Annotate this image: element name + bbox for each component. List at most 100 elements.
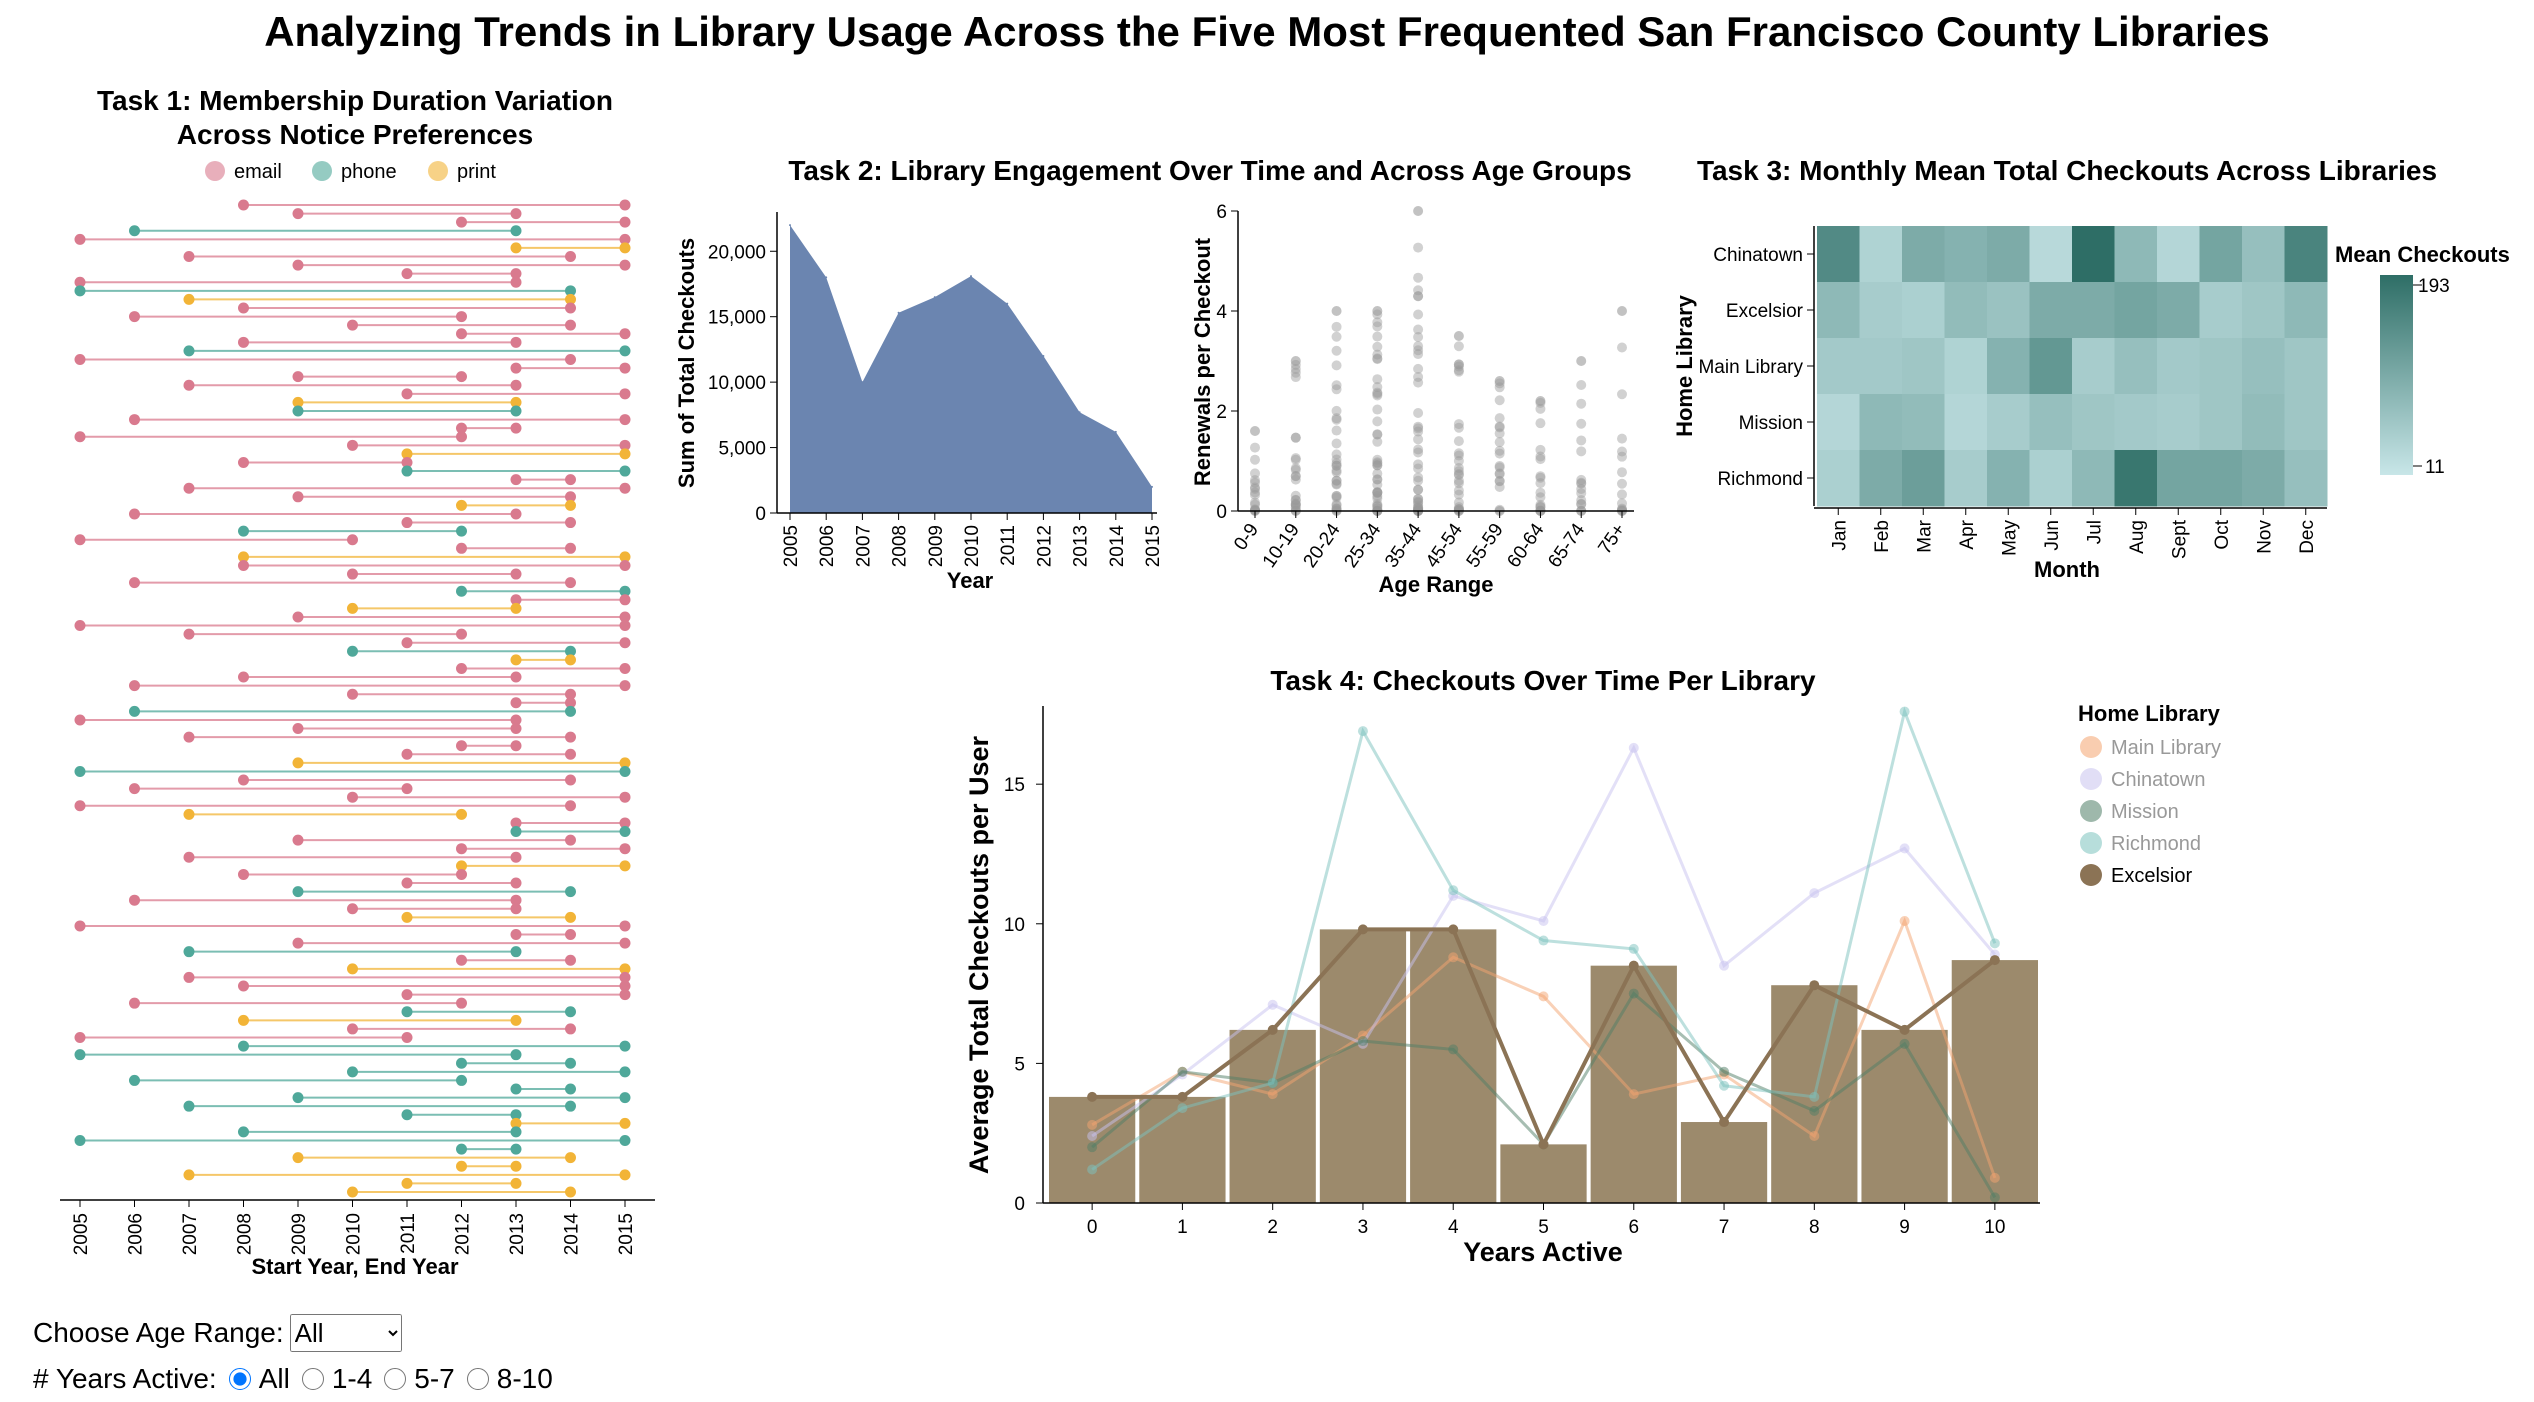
task4-point bbox=[1087, 1142, 1098, 1153]
scatter-point bbox=[1290, 432, 1301, 443]
dumbbell-end-point bbox=[565, 731, 576, 743]
scatter-point bbox=[1331, 449, 1342, 460]
dumbbell-end-point bbox=[510, 1126, 522, 1138]
scatter-point bbox=[1453, 359, 1464, 370]
dumbbell-end-point bbox=[619, 199, 631, 211]
task3-scale-min: 11 bbox=[2425, 457, 2445, 478]
dumbbell-end-point bbox=[619, 328, 631, 340]
task4-legend-label[interactable]: Chinatown bbox=[2111, 769, 2206, 791]
heatmap-cell bbox=[2199, 338, 2243, 395]
dumbbell-start-point bbox=[183, 482, 195, 494]
dumbbell-end-point bbox=[619, 233, 631, 245]
age-range-select[interactable]: All bbox=[289, 1314, 402, 1352]
scatter-point bbox=[1617, 433, 1627, 444]
dumbbell-end-point bbox=[565, 517, 576, 529]
task2-area-y-title: Sum of Total Checkouts bbox=[674, 238, 699, 488]
task4-legend-label[interactable]: Excelsior bbox=[2111, 865, 2192, 887]
dumbbell-end-point bbox=[619, 482, 631, 494]
heatmap-cell bbox=[2114, 338, 2158, 395]
years-radio-5-7[interactable] bbox=[384, 1368, 407, 1390]
heatmap-cell bbox=[1817, 338, 1860, 395]
scatter-point bbox=[1372, 390, 1383, 401]
scatter-point bbox=[1576, 478, 1587, 489]
scatter-point bbox=[1331, 465, 1342, 476]
years-radio-1-4[interactable] bbox=[301, 1368, 324, 1390]
dumbbell-end-point bbox=[619, 757, 631, 769]
scatter-point bbox=[1535, 444, 1546, 455]
task3-y-tick-label: Excelsior bbox=[1726, 301, 1804, 322]
task4-legend-label[interactable]: Mission bbox=[2111, 801, 2179, 823]
scatter-point bbox=[1331, 492, 1342, 503]
task4-point bbox=[1538, 935, 1549, 946]
dumbbell-start-point bbox=[74, 233, 86, 245]
scatter-point bbox=[1453, 448, 1464, 459]
dumbbell-end-point bbox=[510, 851, 522, 863]
scatter-point bbox=[1372, 474, 1383, 485]
task3-x-tick-label: Feb bbox=[1872, 520, 1893, 553]
dumbbell-start-point bbox=[510, 1083, 522, 1095]
scatter-point bbox=[1413, 484, 1424, 495]
task4-legend-swatch[interactable] bbox=[2080, 832, 2102, 854]
task4-legend-swatch[interactable] bbox=[2080, 800, 2102, 822]
task4-legend-label[interactable]: Richmond bbox=[2111, 833, 2201, 855]
dumbbell-start-point bbox=[74, 534, 86, 546]
scatter-point bbox=[1413, 496, 1424, 507]
task2-area-point bbox=[861, 381, 864, 384]
dumbbell-start-point bbox=[347, 568, 358, 580]
task4-legend-swatch[interactable] bbox=[2080, 736, 2102, 758]
dumbbell-start-point bbox=[456, 216, 467, 228]
dumbbell-start-point bbox=[456, 328, 467, 340]
scatter-point bbox=[1576, 379, 1587, 390]
task2-area-y-tick-label: 10,000 bbox=[708, 373, 766, 394]
heatmap-cell bbox=[1817, 450, 1860, 507]
dumbbell-end-point bbox=[619, 971, 631, 983]
dumbbell-end-point bbox=[565, 285, 576, 297]
scatter-point bbox=[1331, 499, 1342, 510]
task1-x-tick-label: 2010 bbox=[344, 1213, 365, 1255]
heatmap-cell bbox=[2199, 282, 2243, 339]
heatmap-cell bbox=[1817, 226, 1860, 283]
scatter-point bbox=[1413, 475, 1424, 486]
scatter-point bbox=[1494, 395, 1505, 406]
task2-area-shape bbox=[790, 225, 1152, 513]
task4-legend-swatch[interactable] bbox=[2080, 864, 2102, 886]
heatmap-cell bbox=[1987, 226, 2030, 283]
scatter-point bbox=[1372, 429, 1383, 440]
dumbbell-start-point bbox=[456, 954, 467, 966]
scatter-point bbox=[1331, 491, 1342, 502]
dumbbell-start-point bbox=[129, 705, 140, 717]
heatmap-cell bbox=[1944, 450, 1988, 507]
dumbbell-end-point bbox=[565, 1083, 576, 1095]
scatter-point-max bbox=[1290, 356, 1301, 366]
task4-legend-label[interactable]: Main Library bbox=[2111, 737, 2221, 759]
dumbbell-end-point bbox=[619, 860, 631, 872]
scatter-point bbox=[1413, 345, 1424, 356]
dumbbell-start-point bbox=[74, 285, 86, 297]
scatter-point bbox=[1372, 416, 1383, 427]
years-radio-all[interactable] bbox=[228, 1368, 251, 1390]
scatter-point bbox=[1290, 367, 1301, 378]
scatter-point bbox=[1290, 474, 1301, 485]
scatter-point-max bbox=[1535, 396, 1546, 406]
years-radio-8-10[interactable] bbox=[466, 1368, 489, 1390]
dumbbell-end-point bbox=[619, 1117, 631, 1129]
scatter-point bbox=[1617, 489, 1627, 500]
task4-point bbox=[1267, 1024, 1278, 1035]
task1-x-ticks: 2005 2006 2007 2008 2009 2010 2011 2012 2013 2014… bbox=[71, 1200, 637, 1255]
scatter-point bbox=[1250, 442, 1260, 453]
task4-x-tick-label: 0 bbox=[1087, 1217, 1098, 1238]
scatter-point bbox=[1576, 484, 1587, 495]
task4-y-tick-label: 10 bbox=[1004, 915, 1025, 936]
years-radio-all-label: All bbox=[258, 1363, 290, 1394]
dumbbell-end-point bbox=[565, 645, 576, 657]
task4-x-tick-label: 10 bbox=[1984, 1217, 2005, 1238]
task4-legend-swatch[interactable] bbox=[2080, 768, 2102, 790]
heatmap-cell bbox=[1902, 226, 1945, 283]
dumbbell-start-point bbox=[510, 817, 522, 829]
task4-legend[interactable]: Home Library Main Library Chinatown Mission… bbox=[2078, 701, 2221, 887]
task4-point bbox=[1267, 1077, 1278, 1088]
task4-point bbox=[1448, 885, 1459, 896]
dumbbell-end-point bbox=[619, 448, 631, 460]
scatter-point bbox=[1494, 445, 1505, 456]
dumbbell-end-point bbox=[619, 791, 631, 803]
